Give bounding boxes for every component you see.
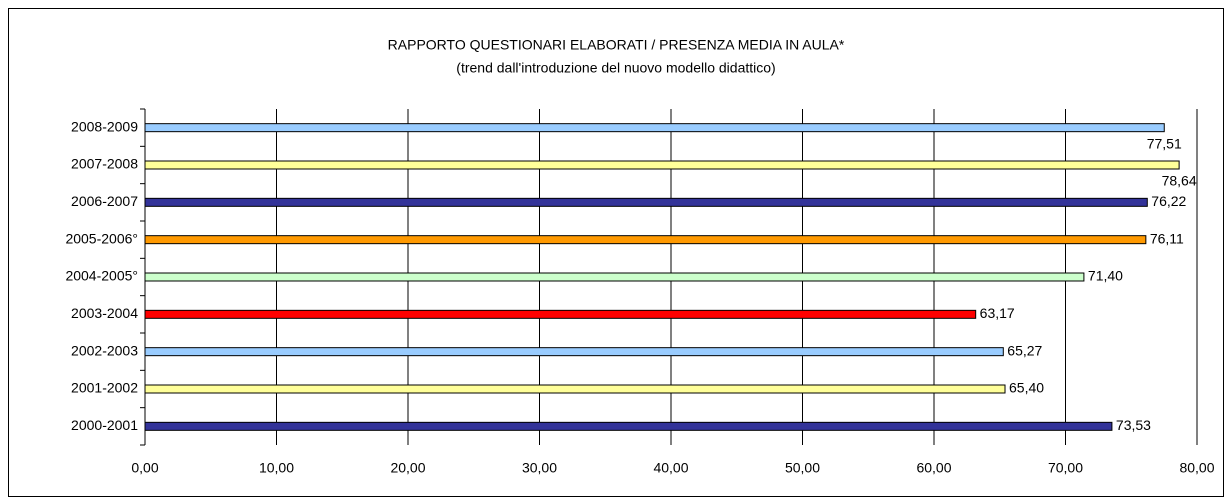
x-tick-label: 70,00 xyxy=(1048,460,1083,476)
bar xyxy=(144,421,1113,431)
value-label: 71,40 xyxy=(1088,268,1123,284)
value-label: 76,22 xyxy=(1151,193,1186,209)
x-tick-label: 20,00 xyxy=(390,460,425,476)
bar xyxy=(144,384,1006,394)
x-tick-label: 30,00 xyxy=(522,460,557,476)
y-tick-label: 2003-2004 xyxy=(71,305,138,321)
bar xyxy=(144,309,977,319)
bar xyxy=(144,123,1165,133)
value-label: 65,27 xyxy=(1007,342,1042,358)
bar xyxy=(144,160,1180,170)
y-tick-label: 2001-2002 xyxy=(71,380,138,396)
y-tick-label: 2006-2007 xyxy=(71,193,138,209)
x-tick-label: 40,00 xyxy=(653,460,688,476)
bar xyxy=(144,197,1148,207)
bar xyxy=(144,272,1085,282)
x-tick-label: 0,00 xyxy=(131,460,158,476)
bar xyxy=(144,347,1004,357)
value-label: 73,53 xyxy=(1116,417,1151,433)
y-tick-label: 2008-2009 xyxy=(71,118,138,134)
x-tick-label: 50,00 xyxy=(785,460,820,476)
chart-title: RAPPORTO QUESTIONARI ELABORATI / PRESENZ… xyxy=(388,37,845,53)
x-tick-label: 80,00 xyxy=(1179,460,1214,476)
y-tick-label: 2002-2003 xyxy=(71,342,138,358)
value-label: 78,64 xyxy=(1162,173,1197,189)
value-label: 65,40 xyxy=(1009,380,1044,396)
y-tick-label: 2004-2005° xyxy=(65,268,138,284)
chart-border xyxy=(8,8,1224,497)
value-label: 77,51 xyxy=(1147,135,1182,151)
y-tick-label: 2007-2008 xyxy=(71,156,138,172)
y-tick-label: 2005-2006° xyxy=(65,230,138,246)
x-tick-label: 10,00 xyxy=(259,460,294,476)
chart-subtitle: (trend dall'introduzione del nuovo model… xyxy=(456,60,775,76)
value-label: 63,17 xyxy=(980,305,1015,321)
x-tick-label: 60,00 xyxy=(916,460,951,476)
bar xyxy=(144,235,1147,245)
value-label: 76,11 xyxy=(1150,230,1184,246)
y-tick-label: 2000-2001 xyxy=(71,417,138,433)
